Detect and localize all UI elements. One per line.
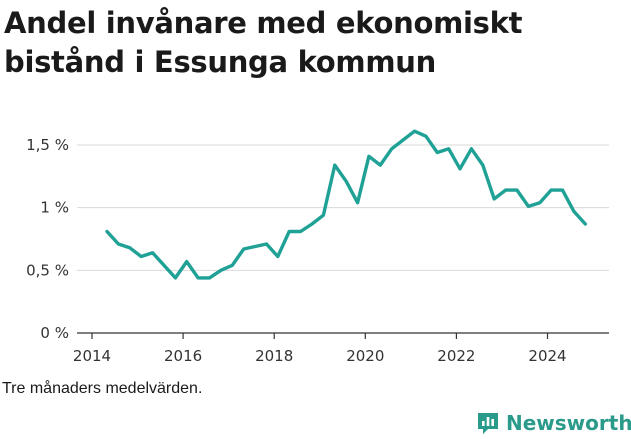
x-tick-label: 2020 xyxy=(346,347,384,365)
x-axis xyxy=(77,332,609,339)
bar-chart-speech-icon xyxy=(478,413,498,434)
x-tick-label: 2016 xyxy=(164,347,202,365)
footnote: Tre månaders medelvärden. xyxy=(2,380,203,397)
y-tick-label: 1 % xyxy=(40,199,69,217)
brand-logo: Newsworthy xyxy=(476,408,631,438)
series-layer xyxy=(105,129,587,280)
grid-lines xyxy=(77,144,609,271)
series-line xyxy=(105,129,587,280)
chart-title: Andel invånare med ekonomiskt bistånd i … xyxy=(4,6,523,79)
x-tick-label: 2018 xyxy=(255,347,293,365)
tick-labels: 0 % 0,5 % 1 % 1,5 % 2014 2016 2018 2020 2022 2024 xyxy=(26,136,566,365)
y-tick-label: 0,5 % xyxy=(26,261,69,279)
x-tick-label: 2022 xyxy=(437,347,475,365)
y-tick-label: 0 % xyxy=(40,324,69,342)
x-tick-label: 2024 xyxy=(528,347,566,365)
y-tick-label: 1,5 % xyxy=(26,136,69,154)
x-tick-label: 2014 xyxy=(73,347,111,365)
brand-name: Newsworthy xyxy=(506,411,631,435)
